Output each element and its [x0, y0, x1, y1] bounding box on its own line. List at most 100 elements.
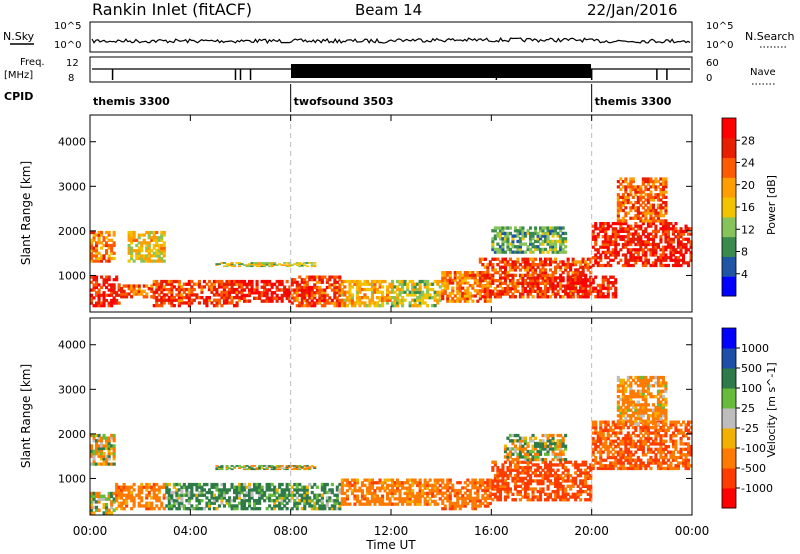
heatmap-cell — [406, 497, 410, 501]
heatmap-cell — [513, 468, 517, 472]
heatmap-cell — [521, 279, 525, 283]
heatmap-cell — [411, 483, 415, 488]
heatmap-cell — [102, 462, 106, 466]
heatmap-cell — [300, 496, 304, 500]
heatmap-cell — [511, 237, 515, 241]
heatmap-cell — [298, 293, 302, 297]
heatmap-cell — [238, 467, 242, 469]
heatmap-cell — [534, 247, 538, 252]
heatmap-cell — [513, 289, 517, 293]
heatmap-cell — [230, 262, 234, 264]
heatmap-cell — [233, 296, 237, 300]
heatmap-cell — [541, 482, 545, 486]
heatmap-cell — [268, 493, 272, 497]
heatmap-cell — [250, 467, 254, 469]
heatmap-cell — [265, 296, 269, 300]
heatmap-cell — [571, 271, 575, 275]
heatmap-cell — [649, 447, 653, 451]
heatmap-cell — [167, 499, 171, 503]
heatmap-cell — [523, 263, 527, 267]
heatmap-cell — [426, 293, 430, 297]
heatmap-cell — [584, 482, 588, 486]
heatmap-cell — [609, 466, 613, 471]
heatmap-cell — [523, 471, 527, 475]
heatmap-cell — [268, 499, 272, 503]
heatmap-cell — [313, 296, 317, 300]
cpid-segment-label: themis 3300 — [93, 95, 170, 108]
heatmap-cell — [556, 441, 560, 446]
heatmap-cell — [624, 245, 628, 249]
heatmap-cell — [370, 293, 374, 297]
heatmap-cell — [192, 293, 196, 297]
heatmap-cell — [217, 279, 221, 284]
heatmap-cell — [217, 504, 221, 508]
heatmap-cell — [140, 499, 144, 503]
heatmap-cell — [544, 447, 548, 451]
heatmap-cell — [273, 296, 277, 300]
heatmap-cell — [511, 460, 515, 464]
heatmap-cell — [411, 290, 415, 294]
heatmap-cell — [303, 304, 307, 308]
heatmap-cell — [295, 485, 299, 489]
heatmap-cell — [466, 496, 470, 500]
heatmap-cell — [275, 279, 279, 284]
heatmap-cell — [534, 455, 538, 459]
heatmap-cell — [97, 236, 101, 240]
heatmap-cell — [275, 288, 279, 292]
heatmap-cell — [646, 193, 650, 197]
heatmap-cell — [162, 249, 166, 253]
heatmap-cell — [523, 458, 527, 462]
heatmap-cell — [330, 507, 334, 511]
heatmap-cell — [130, 507, 134, 511]
heatmap-cell — [506, 234, 510, 238]
heatmap-cell — [253, 468, 257, 471]
heatmap-cell — [265, 262, 269, 264]
heatmap-cell — [222, 301, 226, 305]
heatmap-cell — [493, 247, 497, 252]
heatmap-cell — [639, 245, 643, 249]
heatmap-cell — [589, 292, 593, 296]
heatmap-cell — [461, 273, 465, 277]
heatmap-cell — [621, 439, 625, 443]
heatmap-cell — [599, 289, 603, 293]
heatmap-cell — [215, 304, 219, 308]
heatmap-cell — [473, 478, 477, 482]
heatmap-cell — [549, 257, 553, 261]
heatmap-cell — [95, 285, 99, 290]
heatmap-cell — [564, 487, 568, 491]
heatmap-cell — [529, 498, 533, 502]
heatmap-cell — [275, 499, 279, 503]
heatmap-cell — [614, 242, 618, 247]
heatmap-cell — [576, 271, 580, 275]
heatmap-cell — [310, 490, 314, 495]
heatmap-cell — [185, 282, 189, 286]
heatmap-cell — [248, 488, 252, 492]
heatmap-cell — [646, 445, 650, 449]
heatmap-cell — [576, 275, 580, 279]
heatmap-cell — [295, 507, 299, 511]
heatmap-cell — [513, 287, 517, 291]
heatmap-cell — [649, 431, 653, 435]
heatmap-cell — [125, 295, 129, 299]
heatmap-cell — [140, 504, 144, 508]
heatmap-cell — [611, 232, 615, 236]
heatmap-cell — [202, 507, 206, 511]
heatmap-cell — [541, 279, 545, 283]
heatmap-cell — [381, 293, 385, 297]
heatmap-cell — [270, 488, 274, 492]
heatmap-cell — [258, 490, 262, 495]
heatmap-cell — [473, 486, 477, 490]
heatmap-cell — [421, 293, 425, 297]
heatmap-cell — [461, 278, 465, 282]
heatmap-cell — [649, 237, 653, 241]
heatmap-cell — [659, 253, 663, 257]
heatmap-cell — [631, 216, 635, 220]
heatmap-cell — [594, 423, 598, 427]
heatmap-cell — [368, 489, 372, 493]
heatmap-cell — [308, 301, 312, 305]
heatmap-cell — [609, 442, 613, 446]
heatmap-cell — [534, 281, 538, 285]
heatmap-cell — [192, 287, 196, 292]
heatmap-cell — [687, 261, 691, 265]
heatmap-cell — [421, 489, 425, 493]
